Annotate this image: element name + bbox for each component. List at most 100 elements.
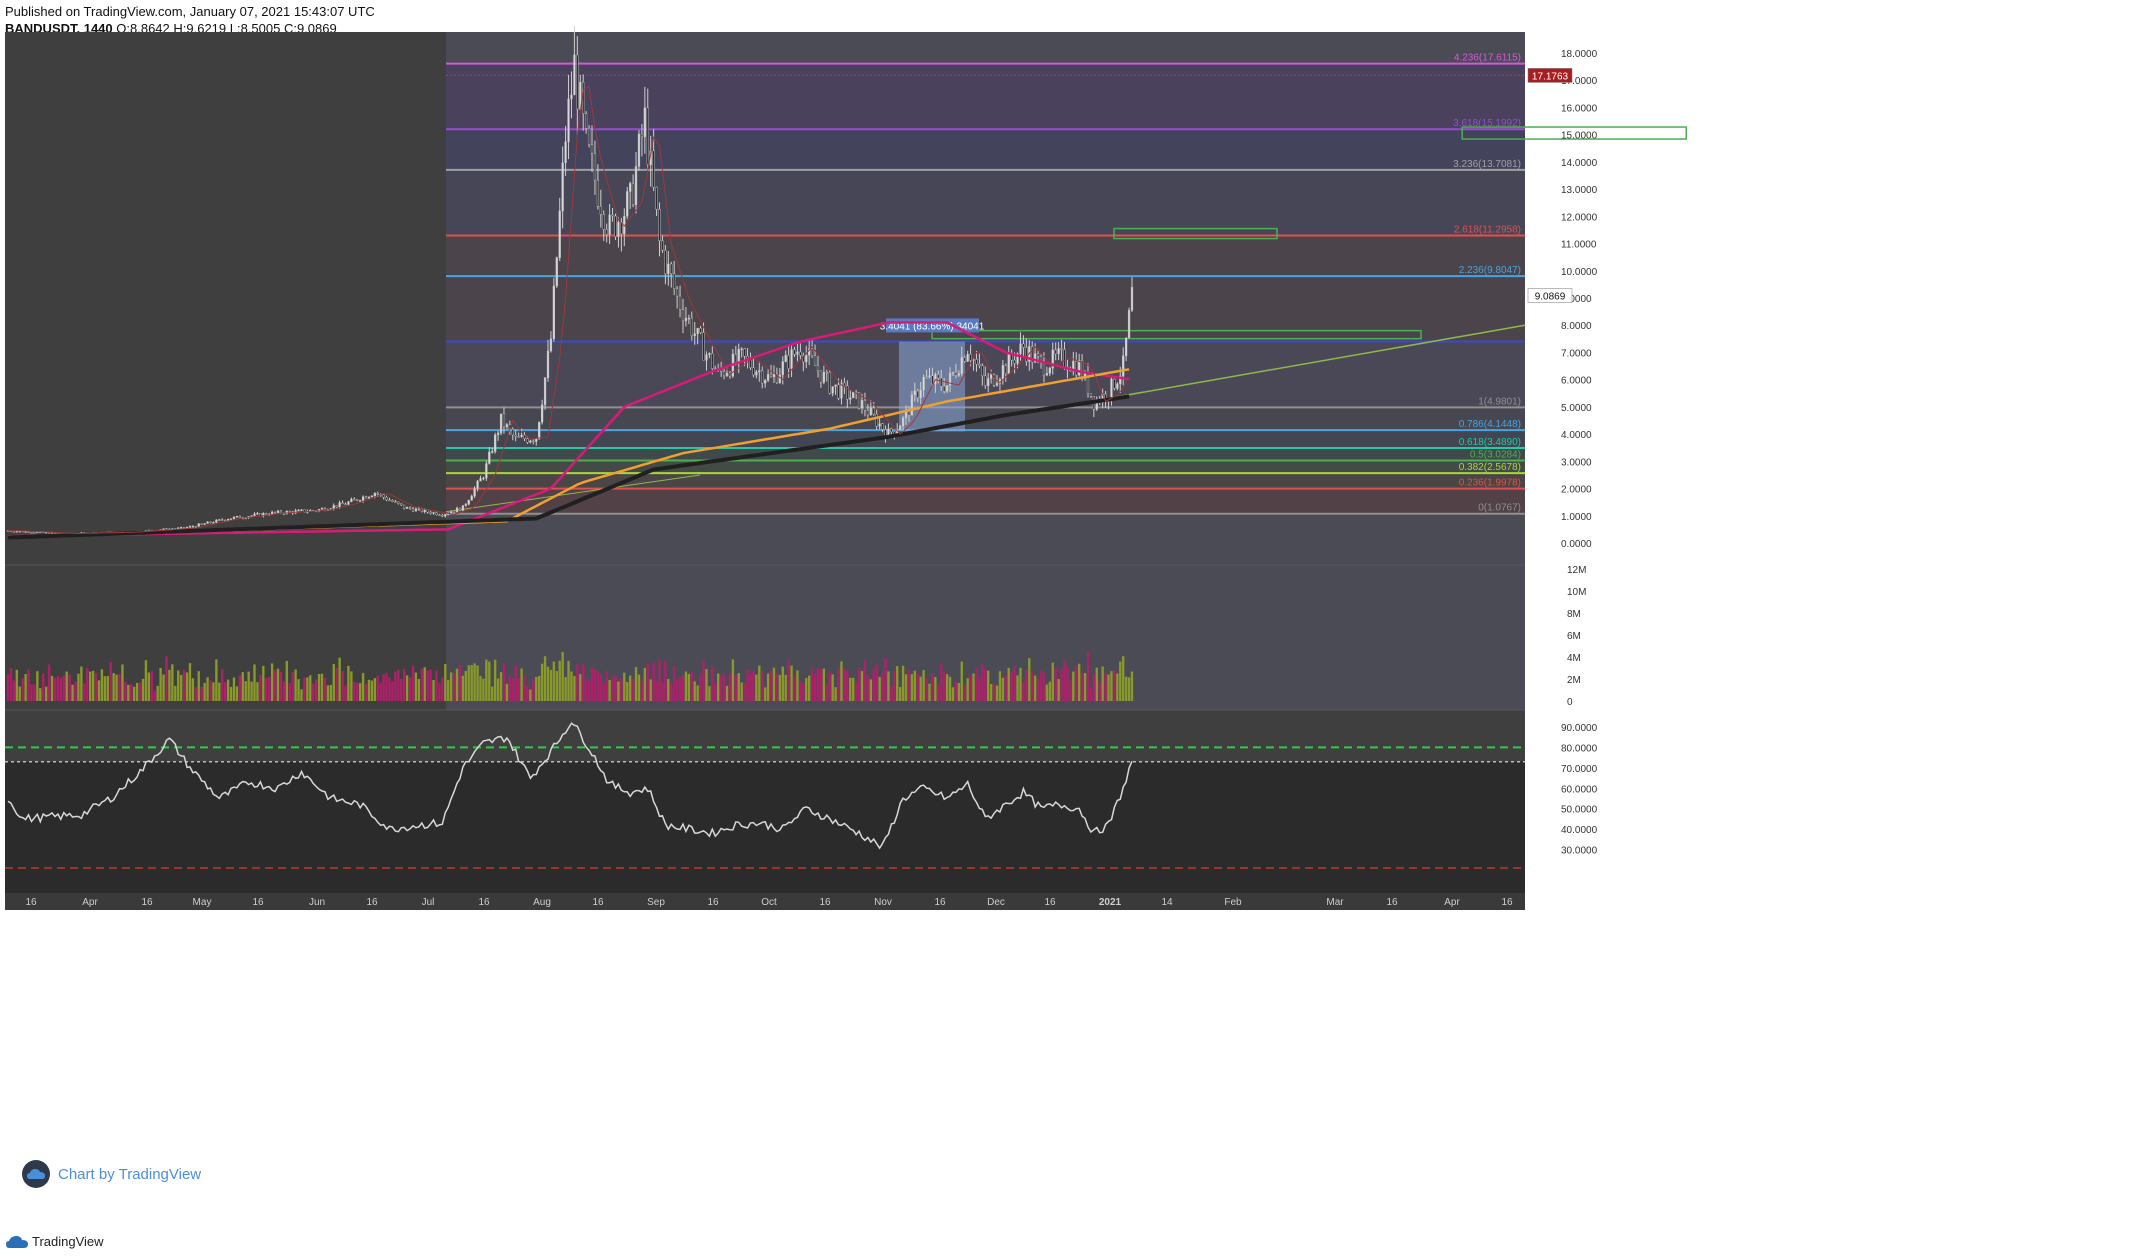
candle-body <box>810 348 814 356</box>
candle-body <box>1075 361 1078 376</box>
volume-bar <box>1022 681 1025 701</box>
volume-bar <box>969 674 972 701</box>
volume-bar <box>1028 658 1031 701</box>
candle-body <box>1031 346 1034 363</box>
volume-bar <box>854 682 858 701</box>
volume-bar <box>391 681 394 701</box>
volume-bar <box>799 680 802 701</box>
candle-body <box>702 332 705 361</box>
volume-bar <box>901 665 905 701</box>
volume-bar <box>400 678 403 701</box>
candle-body <box>793 349 796 355</box>
volume-bar <box>761 671 764 701</box>
candle-body <box>617 222 620 237</box>
volume-bar <box>737 673 740 701</box>
volume-bar <box>388 677 391 701</box>
volume-tick-label: 2M <box>1567 675 1581 686</box>
volume-bar <box>1069 680 1072 701</box>
candle-body <box>852 391 855 399</box>
price-tick-label: 18.0000 <box>1561 49 1598 60</box>
footer-brand[interactable]: TradingView <box>6 1234 104 1249</box>
volume-bar <box>652 662 655 701</box>
candle-body <box>634 166 638 206</box>
fib-zone <box>446 235 1525 277</box>
rsi-pane[interactable] <box>5 722 1525 869</box>
candle-body <box>910 394 914 416</box>
volume-pane[interactable] <box>6 651 1134 701</box>
volume-bar <box>708 686 711 701</box>
candle-body <box>494 434 497 452</box>
volume-bar <box>966 678 969 701</box>
volume-bar <box>822 668 826 701</box>
volume-bar <box>857 668 861 701</box>
published-text: Published on TradingView.com, January 07… <box>5 4 375 19</box>
marked-price-tag: 17.1763 <box>1532 71 1569 82</box>
time-tick-label: Jun <box>309 897 325 908</box>
candle-body <box>253 513 256 516</box>
volume-bar <box>582 664 585 701</box>
volume-bar <box>33 684 36 701</box>
volume-bar <box>441 677 444 701</box>
volume-bar <box>722 673 726 701</box>
fib-level-label: 2.236(9.8047) <box>1459 265 1521 276</box>
candle-body <box>1063 349 1066 368</box>
volume-bar <box>517 678 520 701</box>
volume-bar <box>382 674 385 701</box>
volume-bar <box>39 688 42 701</box>
volume-bar <box>805 678 808 701</box>
candle-body <box>397 501 400 504</box>
volume-bar <box>68 674 71 701</box>
fib-level-label: 1(4.9801) <box>1478 396 1521 407</box>
volume-bar <box>300 689 303 701</box>
fib-level-label: 3.236(13.7081) <box>1453 159 1521 170</box>
candle-body <box>1054 349 1057 355</box>
fib-zone <box>446 430 1525 449</box>
candle-body <box>180 527 183 529</box>
volume-bar <box>831 674 834 701</box>
volume-bar <box>373 678 377 701</box>
candle-body <box>347 501 350 505</box>
candle-body <box>546 350 550 379</box>
candle-body <box>33 532 36 534</box>
volume-bar <box>282 681 286 701</box>
watermark[interactable]: Chart by TradingView <box>22 1160 201 1188</box>
candle-body <box>182 527 186 529</box>
volume-bar <box>587 680 591 701</box>
volume-bar <box>1039 670 1043 701</box>
volume-bar <box>147 672 151 701</box>
volume-bar <box>987 670 990 701</box>
volume-bar <box>640 680 644 701</box>
volume-bar <box>203 682 206 701</box>
time-tick-label: 16 <box>1501 897 1513 908</box>
volume-bar <box>837 668 840 701</box>
candle-body <box>367 496 371 499</box>
candle-body <box>602 214 605 230</box>
volume-tick-label: 12M <box>1567 565 1586 576</box>
fib-zone <box>446 473 1525 489</box>
candle-body <box>499 413 503 434</box>
candle-body <box>937 374 940 379</box>
candle-body <box>564 141 567 164</box>
volume-bar <box>846 670 849 701</box>
time-tick-label: 16 <box>141 897 153 908</box>
volume-bar <box>42 673 45 701</box>
volume-bar <box>367 679 371 701</box>
price-pane[interactable]: 0(1.0767) 0.236(1.9978) 0.382(2.5678)0.5(3… <box>6 26 1687 540</box>
volume-bar <box>165 656 168 701</box>
candle-body <box>1113 378 1116 389</box>
candle-body <box>505 424 509 428</box>
candle-body <box>576 54 579 110</box>
candle-body <box>690 317 693 336</box>
candle-body <box>778 374 781 384</box>
volume-bar <box>719 676 723 701</box>
volume-bar <box>849 677 852 701</box>
candle-body <box>673 273 676 290</box>
candle-body <box>24 531 27 533</box>
volume-bar <box>1122 656 1125 701</box>
volume-bar <box>778 674 782 701</box>
candle-body <box>969 354 972 361</box>
candle-body <box>849 397 852 400</box>
volume-bar <box>555 671 558 701</box>
volume-bar <box>1001 677 1005 701</box>
